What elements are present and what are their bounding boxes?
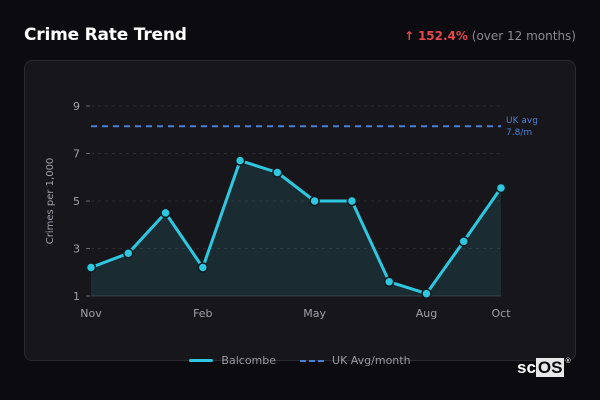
data-point bbox=[123, 248, 134, 259]
data-point bbox=[309, 195, 320, 207]
data-point bbox=[85, 262, 97, 273]
x-tick-label: Oct bbox=[491, 307, 511, 320]
solid-line-swatch-icon bbox=[189, 359, 214, 362]
data-point bbox=[234, 155, 246, 166]
legend-label: UK Avg/month bbox=[332, 354, 411, 367]
change-percentage: 152.4% bbox=[417, 29, 468, 43]
trend-up-icon: ↑ bbox=[404, 29, 415, 43]
dashed-line-swatch-icon bbox=[300, 359, 325, 362]
data-point bbox=[197, 262, 209, 273]
x-tick-label: Aug bbox=[416, 307, 437, 320]
y-tick-label: 5 bbox=[73, 195, 80, 208]
data-point bbox=[458, 236, 469, 247]
y-axis-label: Crimes per 1,000 bbox=[45, 158, 56, 245]
y-tick-label: 7 bbox=[73, 148, 80, 161]
data-point bbox=[160, 207, 171, 219]
x-tick-label: Feb bbox=[193, 307, 212, 320]
data-point bbox=[272, 167, 283, 178]
data-point bbox=[495, 182, 507, 194]
series-line bbox=[90, 159, 503, 296]
data-point bbox=[421, 288, 432, 299]
series-area bbox=[91, 160, 501, 296]
legend-label: Balcombe bbox=[221, 354, 277, 367]
y-tick-label: 3 bbox=[73, 243, 80, 256]
legend-item-uk-avg[interactable]: UK Avg/month bbox=[300, 354, 411, 367]
x-tick-label: Nov bbox=[80, 307, 102, 320]
data-point bbox=[383, 276, 395, 287]
chart-title: Crime Rate Trend bbox=[24, 25, 187, 45]
uk-avg-annotation: 7.8/m bbox=[506, 128, 532, 138]
data-point bbox=[346, 195, 358, 207]
y-tick-label: 9 bbox=[73, 100, 80, 113]
uk-avg-annotation: UK avg bbox=[506, 116, 538, 126]
y-tick-label: 1 bbox=[73, 290, 80, 303]
scos-logo: sc OS ® bbox=[517, 358, 571, 377]
chart-legend: Balcombe UK Avg/month bbox=[0, 354, 600, 367]
x-tick-label: May bbox=[303, 307, 326, 320]
trend-change: ↑ 152.4% (over 12 months) bbox=[404, 29, 576, 43]
legend-item-balcombe[interactable]: Balcombe bbox=[189, 354, 276, 367]
change-period: (over 12 months) bbox=[471, 29, 576, 43]
